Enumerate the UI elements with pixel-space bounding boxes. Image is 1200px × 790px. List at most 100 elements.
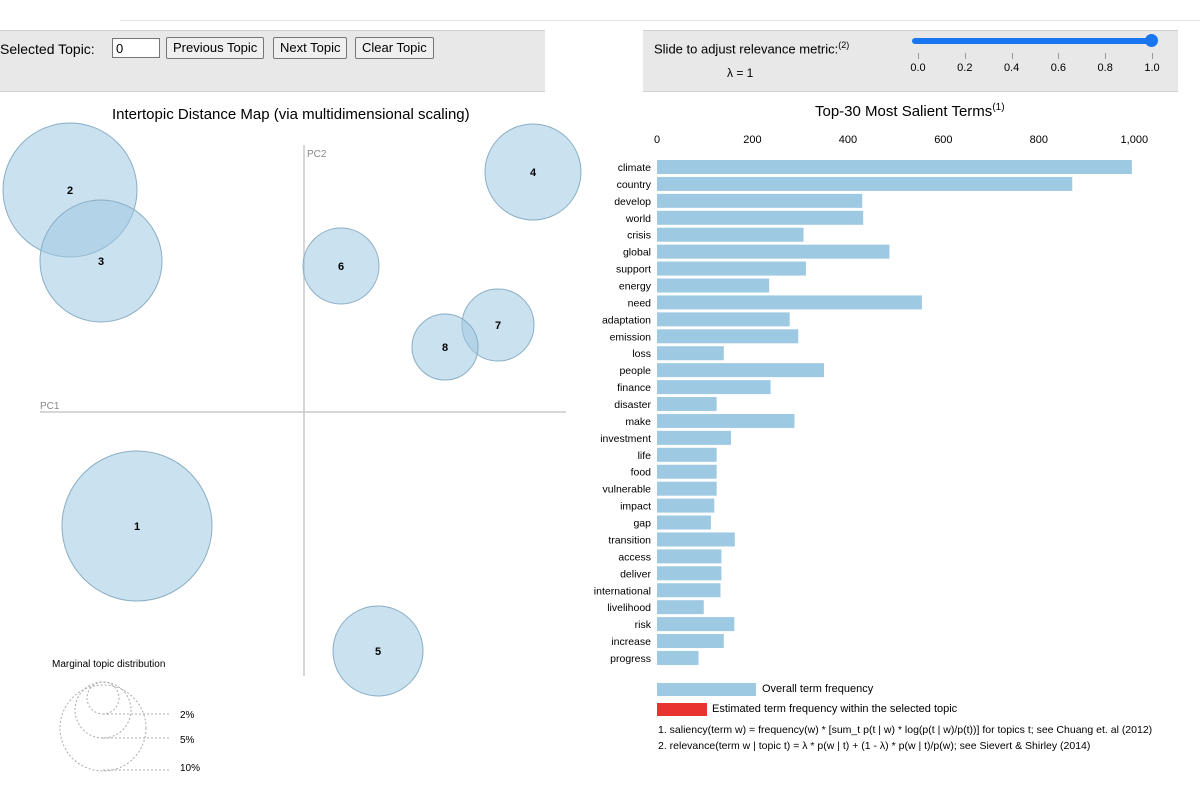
term-bar-impact[interactable] xyxy=(657,498,715,513)
topic-label-5: 5 xyxy=(375,646,381,658)
term-bar-transition[interactable] xyxy=(657,532,735,547)
topic-label-1: 1 xyxy=(134,521,140,533)
marginal-circle-10pct xyxy=(59,684,147,772)
salient-terms-bar-chart: 0 200 400 600 800 1,000 climate country develop w… xyxy=(594,134,1148,665)
term-label-emission[interactable]: emission xyxy=(610,331,652,343)
term-label-loss[interactable]: loss xyxy=(632,348,651,360)
term-label-vulnerable[interactable]: vulnerable xyxy=(603,484,652,496)
term-bar-risk[interactable] xyxy=(657,617,735,632)
term-label-support[interactable]: support xyxy=(616,264,651,276)
term-label-climate[interactable]: climate xyxy=(618,162,651,174)
previous-topic-button[interactable]: Previous Topic xyxy=(166,37,265,59)
term-label-life[interactable]: life xyxy=(638,450,652,462)
term-label-world[interactable]: world xyxy=(625,213,651,225)
slider-tick-label: 0.4 xyxy=(1003,62,1020,74)
term-bar-vulnerable[interactable] xyxy=(657,481,717,496)
relevance-label-note: (2) xyxy=(838,40,850,50)
topic-circle-6[interactable] xyxy=(302,227,380,305)
term-label-risk[interactable]: risk xyxy=(635,619,652,631)
slider-tick-label: 0.2 xyxy=(957,62,973,74)
term-label-people[interactable]: people xyxy=(619,365,651,377)
topic-label-6: 6 xyxy=(338,261,344,273)
term-bar-develop[interactable] xyxy=(657,193,863,208)
term-bar-gap[interactable] xyxy=(657,515,711,530)
term-label-increase[interactable]: increase xyxy=(611,636,651,648)
term-label-finance[interactable]: finance xyxy=(617,382,651,394)
term-label-impact[interactable]: impact xyxy=(620,501,651,513)
term-label-country[interactable]: country xyxy=(617,179,652,191)
term-label-livelihood[interactable]: livelihood xyxy=(607,602,651,614)
topic-circle-7[interactable] xyxy=(461,288,535,362)
term-bar-support[interactable] xyxy=(657,261,806,276)
marginal-label-5pct: 5% xyxy=(180,735,195,746)
term-bar-international[interactable] xyxy=(657,583,721,598)
term-bar-access[interactable] xyxy=(657,549,722,564)
pc1-label: PC1 xyxy=(40,401,60,412)
term-label-transition[interactable]: transition xyxy=(608,534,651,546)
term-bar-livelihood[interactable] xyxy=(657,600,704,615)
next-topic-button[interactable]: Next Topic xyxy=(273,37,348,59)
relevance-slider-label: Slide to adjust relevance metric:(2) xyxy=(654,40,849,56)
term-label-develop[interactable]: develop xyxy=(614,196,651,208)
term-label-make[interactable]: make xyxy=(625,416,651,428)
term-bar-progress[interactable] xyxy=(657,650,699,665)
marginal-label-2pct: 2% xyxy=(180,710,195,721)
term-label-investment[interactable]: investment xyxy=(600,433,651,445)
term-bar-disaster[interactable] xyxy=(657,397,717,412)
relevance-slider-track[interactable] xyxy=(912,38,1152,44)
legend-label-overall: Overall term frequency xyxy=(762,683,874,695)
term-bar-climate[interactable] xyxy=(657,160,1132,174)
term-label-adaptation[interactable]: adaptation xyxy=(602,314,651,326)
slider-tick xyxy=(918,53,919,59)
term-label-deliver[interactable]: deliver xyxy=(620,568,651,580)
term-label-food[interactable]: food xyxy=(631,467,652,479)
bar-axis-tick-label: 600 xyxy=(934,134,952,146)
term-bar-adaptation[interactable] xyxy=(657,312,790,327)
term-bar-food[interactable] xyxy=(657,464,717,479)
term-label-energy[interactable]: energy xyxy=(619,281,652,293)
topic-circle-5[interactable] xyxy=(332,605,424,697)
bar-axis-tick-label: 200 xyxy=(743,134,761,146)
bar-axis-tick-label: 0 xyxy=(654,134,660,146)
topic-circle-3[interactable] xyxy=(39,199,163,323)
term-bar-loss[interactable] xyxy=(657,346,724,361)
legend-label-estimated: Estimated term frequency within the sele… xyxy=(712,703,958,715)
term-bar-investment[interactable] xyxy=(657,430,731,445)
relevance-slider-thumb[interactable] xyxy=(1145,34,1158,47)
salient-terms-title: Top-30 Most Salient Terms(1) xyxy=(815,102,1005,120)
topic-circle-2[interactable] xyxy=(2,122,138,258)
term-bar-country[interactable] xyxy=(657,176,1073,191)
term-bar-people[interactable] xyxy=(657,363,825,378)
slider-tick-label: 0.6 xyxy=(1050,62,1067,74)
topic-label-8: 8 xyxy=(442,342,448,354)
term-bar-world[interactable] xyxy=(657,210,864,225)
term-label-international[interactable]: international xyxy=(594,585,651,597)
term-bar-life[interactable] xyxy=(657,447,717,462)
slider-tick-label: 0.8 xyxy=(1097,62,1113,74)
topic-circle-8[interactable] xyxy=(411,313,479,381)
term-bar-deliver[interactable] xyxy=(657,566,722,581)
term-bar-increase[interactable] xyxy=(657,634,724,649)
term-label-access[interactable]: access xyxy=(618,551,651,563)
term-label-need[interactable]: need xyxy=(628,297,652,309)
term-bar-need[interactable] xyxy=(657,295,922,310)
term-bar-global[interactable] xyxy=(657,244,890,259)
clear-topic-button[interactable]: Clear Topic xyxy=(355,37,434,59)
term-bar-crisis[interactable] xyxy=(657,227,804,242)
term-bar-finance[interactable] xyxy=(657,380,771,395)
topic-label-4: 4 xyxy=(530,167,537,179)
term-label-global[interactable]: global xyxy=(623,247,651,259)
term-bar-emission[interactable] xyxy=(657,329,799,344)
term-bar-energy[interactable] xyxy=(657,278,770,293)
topic-circle-1[interactable] xyxy=(61,450,213,602)
selected-topic-input[interactable] xyxy=(112,38,160,58)
term-label-progress[interactable]: progress xyxy=(610,653,651,665)
term-label-gap[interactable]: gap xyxy=(633,518,651,530)
intertopic-map-title: Intertopic Distance Map (via multidimens… xyxy=(112,106,470,123)
term-bar-make[interactable] xyxy=(657,413,795,428)
term-label-disaster[interactable]: disaster xyxy=(614,399,651,411)
topic-circle-4[interactable] xyxy=(484,123,582,221)
salient-terms-title-text: Top-30 Most Salient Terms xyxy=(815,103,993,120)
term-label-crisis[interactable]: crisis xyxy=(627,230,651,242)
slider-tick-label: 1.0 xyxy=(1144,62,1160,74)
